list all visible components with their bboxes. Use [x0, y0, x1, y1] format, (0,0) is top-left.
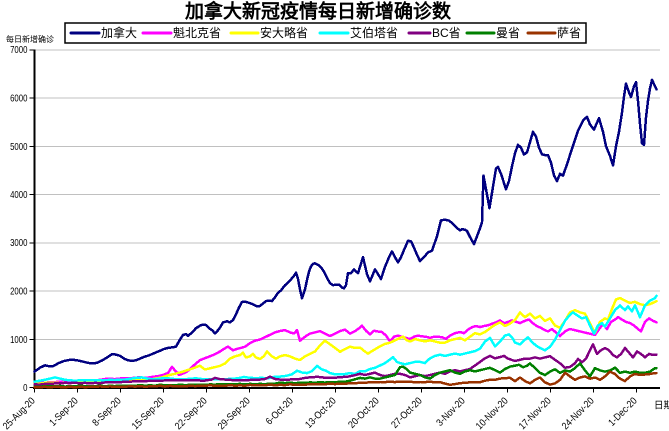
svg-text:1000: 1000	[10, 334, 27, 345]
svg-text:0: 0	[23, 382, 27, 393]
svg-text:5000: 5000	[10, 141, 27, 152]
svg-text:6000: 6000	[10, 93, 27, 104]
svg-text:4000: 4000	[10, 189, 27, 200]
svg-text:17-Nov-20: 17-Nov-20	[517, 395, 554, 431]
svg-text:魁北克省: 魁北克省	[173, 25, 221, 40]
svg-text:13-Oct-20: 13-Oct-20	[303, 395, 338, 430]
svg-text:艾伯塔省: 艾伯塔省	[350, 25, 398, 40]
svg-text:2000: 2000	[10, 286, 27, 297]
svg-text:3000: 3000	[10, 237, 27, 248]
svg-text:萨省: 萨省	[557, 26, 581, 40]
svg-text:BC省: BC省	[432, 26, 461, 40]
svg-text:24-Nov-20: 24-Nov-20	[560, 395, 597, 431]
svg-text:7000: 7000	[10, 44, 27, 55]
svg-text:27-Oct-20: 27-Oct-20	[389, 395, 424, 430]
svg-text:1-Sep-20: 1-Sep-20	[48, 395, 81, 428]
svg-text:29-Sep-20: 29-Sep-20	[216, 395, 253, 431]
svg-text:日期: 日期	[654, 401, 669, 412]
svg-text:20-Oct-20: 20-Oct-20	[346, 395, 381, 430]
svg-text:10-Nov-20: 10-Nov-20	[474, 395, 511, 431]
svg-text:每日新增确诊: 每日新增确诊	[6, 34, 54, 44]
svg-text:加拿大新冠疫情每日新增确诊数: 加拿大新冠疫情每日新增确诊数	[184, 0, 452, 23]
svg-text:曼省: 曼省	[496, 26, 520, 40]
svg-text:6-Oct-20: 6-Oct-20	[264, 395, 296, 427]
svg-text:安大略省: 安大略省	[260, 25, 308, 40]
svg-text:15-Sep-20: 15-Sep-20	[130, 395, 167, 431]
svg-text:25-Aug-20: 25-Aug-20	[1, 395, 38, 431]
svg-text:8-Sep-20: 8-Sep-20	[91, 395, 124, 428]
svg-text:1-Dec-20: 1-Dec-20	[607, 395, 640, 428]
svg-text:3-Nov-20: 3-Nov-20	[435, 395, 468, 428]
svg-text:加拿大: 加拿大	[101, 25, 137, 40]
svg-text:22-Sep-20: 22-Sep-20	[173, 395, 210, 431]
